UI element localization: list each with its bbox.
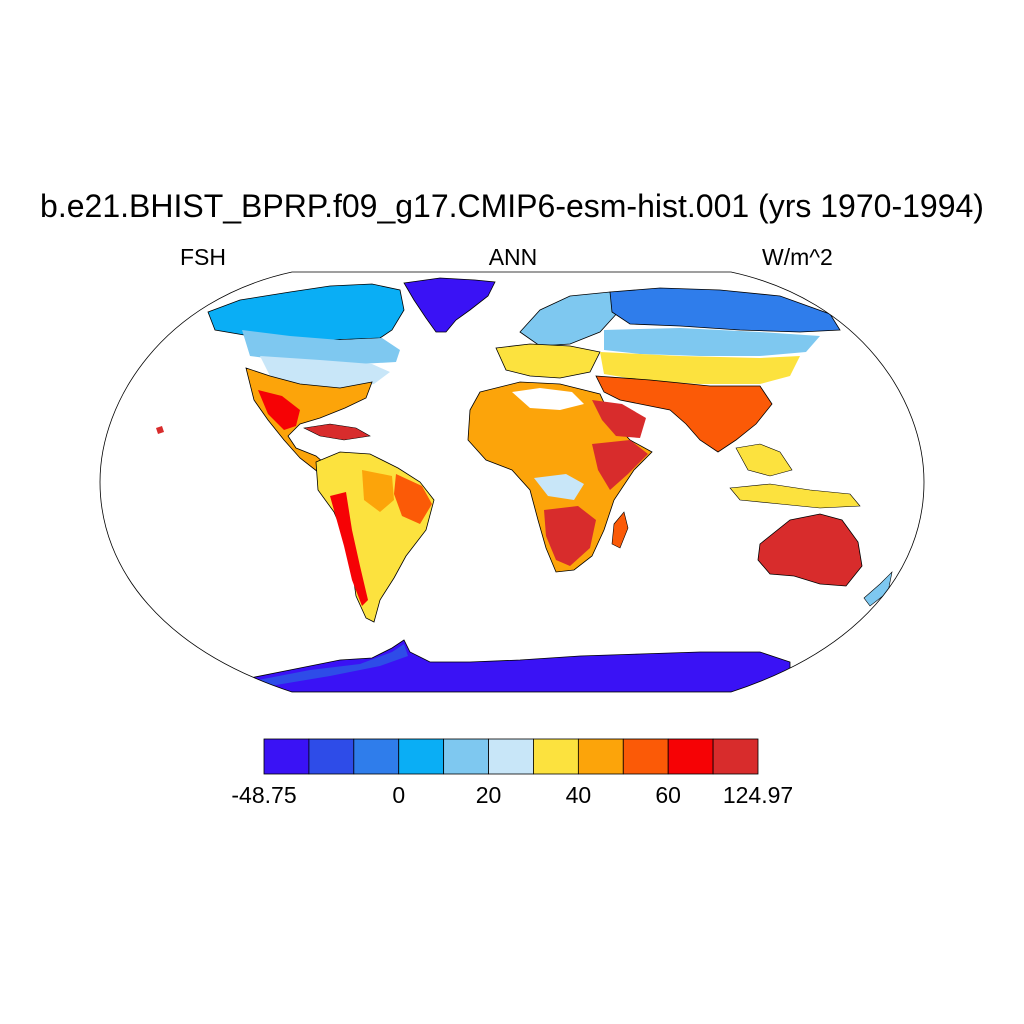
map-fill-layer bbox=[156, 277, 893, 692]
middle-east-hot bbox=[592, 400, 646, 438]
colorbar-swatch bbox=[533, 738, 579, 775]
new-zealand bbox=[863, 571, 893, 607]
colorbar-swatch bbox=[398, 738, 445, 775]
asia-hot bbox=[595, 375, 773, 453]
colorbar-swatch bbox=[263, 738, 310, 775]
asia-temperate bbox=[600, 352, 800, 384]
south-america-orange bbox=[362, 470, 394, 512]
colorbar bbox=[263, 738, 759, 775]
plot-title: b.e21.BHIST_BPRP.f09_g17.CMIP6-esm-hist.… bbox=[40, 188, 984, 224]
sahara-white bbox=[512, 388, 584, 410]
australia bbox=[757, 513, 863, 587]
madagascar bbox=[611, 511, 629, 549]
north-america-boreal bbox=[242, 330, 400, 364]
indonesia-islands bbox=[729, 483, 861, 509]
north-america-arctic bbox=[207, 283, 405, 341]
south-america-hot-east bbox=[394, 474, 432, 524]
colorbar-swatch bbox=[712, 738, 759, 775]
north-america-temperate bbox=[260, 356, 390, 388]
units-label: W/m^2 bbox=[762, 244, 833, 270]
antarctica bbox=[249, 639, 791, 692]
colorbar-swatch bbox=[667, 738, 714, 775]
colorbar-tick-label: 60 bbox=[655, 782, 681, 808]
north-america-hot-core bbox=[258, 390, 300, 430]
globe-outline bbox=[99, 271, 925, 693]
antarctica-coast-band bbox=[258, 644, 408, 686]
asia-boreal bbox=[604, 328, 820, 356]
colorbar-tick-label: 0 bbox=[392, 782, 406, 808]
colorbar-swatch bbox=[443, 738, 489, 775]
colorbar-tick-label: 20 bbox=[475, 782, 502, 808]
europe-south bbox=[495, 343, 601, 379]
southern-africa-hot bbox=[544, 506, 596, 566]
greenland bbox=[403, 277, 496, 333]
season-label: ANN bbox=[488, 244, 538, 270]
colorbar-swatch bbox=[353, 738, 400, 775]
asia-arctic bbox=[609, 287, 841, 333]
hawaii bbox=[156, 426, 164, 434]
colorbar-swatch bbox=[488, 738, 534, 775]
colorbar-tick-label: -48.75 bbox=[231, 782, 297, 808]
southeast-asia bbox=[735, 443, 793, 477]
variable-label: FSH bbox=[180, 244, 226, 270]
south-america-hot-west bbox=[330, 492, 368, 606]
caribbean-islands bbox=[303, 423, 371, 441]
central-africa-cool bbox=[534, 474, 584, 500]
colorbar-tick-label: 40 bbox=[565, 782, 592, 808]
colorbar-tick-label: 124.97 bbox=[722, 782, 794, 808]
east-africa-hot bbox=[592, 440, 648, 490]
colorbar-swatch bbox=[622, 738, 669, 775]
colorbar-swatch bbox=[308, 738, 355, 775]
colorbar-swatch bbox=[577, 738, 624, 775]
north-america-south bbox=[245, 367, 373, 473]
